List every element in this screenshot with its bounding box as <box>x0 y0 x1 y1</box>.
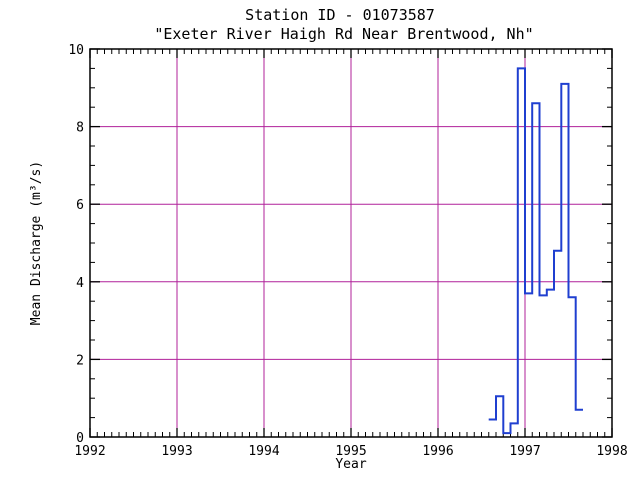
y-tick-label: 8 <box>76 121 84 136</box>
series-point <box>540 294 547 296</box>
tick-labels: 1992 1993 1994 1995 1996 1997 1998 0 2 4 6 8 10 <box>68 43 627 459</box>
series-point <box>547 289 554 291</box>
x-tick-label: 1993 <box>161 444 192 459</box>
x-tick-label: 1992 <box>74 444 105 459</box>
x-tick-label: 1998 <box>596 444 627 459</box>
y-axis-label: Mean Discharge (m³/s) <box>29 161 44 325</box>
series-point <box>554 250 561 252</box>
y-tick-label: 10 <box>68 43 84 58</box>
series-point <box>496 395 503 397</box>
x-tick-label: 1996 <box>422 444 453 459</box>
grid-lines <box>90 49 612 437</box>
series-point <box>489 419 496 421</box>
y-tick-label: 0 <box>76 431 84 446</box>
y-tick-label: 6 <box>76 198 84 213</box>
x-axis-label: Year <box>335 457 366 472</box>
series-point <box>503 432 510 434</box>
series-group <box>488 67 583 435</box>
series-point <box>532 102 539 104</box>
y-tick-label: 2 <box>76 353 84 368</box>
y-tick-label: 4 <box>76 276 84 291</box>
plot-frame <box>89 48 613 438</box>
chart-subtitle: "Exeter River Haigh Rd Near Brentwood, N… <box>154 25 533 43</box>
series-point <box>518 67 525 69</box>
series-point <box>510 422 517 424</box>
x-tick-label: 1995 <box>335 444 366 459</box>
series-point <box>561 83 568 85</box>
chart-title: Station ID - 01073587 <box>245 6 435 24</box>
x-tick-label: 1994 <box>248 444 279 459</box>
series-line <box>488 67 583 435</box>
series-point <box>525 292 532 294</box>
series-point <box>569 296 576 298</box>
series-point <box>576 409 583 411</box>
x-tick-label: 1997 <box>509 444 540 459</box>
